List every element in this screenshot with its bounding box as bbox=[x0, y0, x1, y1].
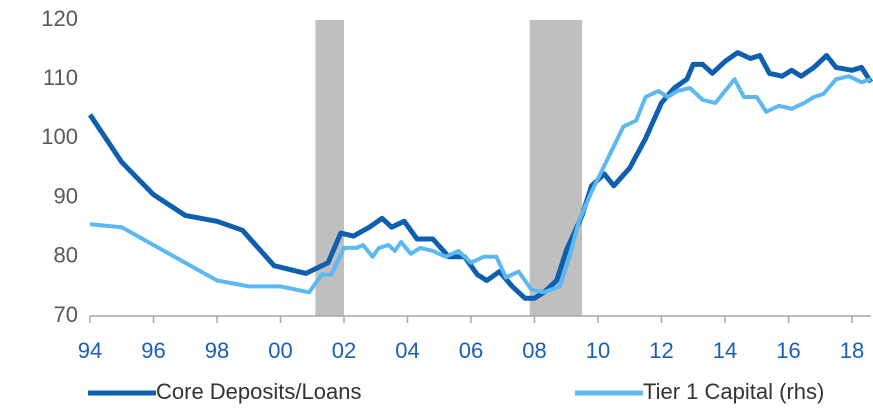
x-tick-label: 06 bbox=[459, 338, 483, 363]
y-tick-label: 120 bbox=[41, 6, 78, 31]
x-tick-label: 04 bbox=[395, 338, 419, 363]
recession-shade bbox=[315, 20, 344, 316]
series-line bbox=[87, 50, 873, 301]
series-line bbox=[89, 74, 872, 295]
x-tick-label: 12 bbox=[649, 338, 673, 363]
legend-label: Tier 1 Capital (rhs) bbox=[643, 379, 824, 404]
x-tick-label: 10 bbox=[586, 338, 610, 363]
x-tick-label: 94 bbox=[78, 338, 102, 363]
x-tick-label: 14 bbox=[713, 338, 737, 363]
x-tick-label: 98 bbox=[205, 338, 229, 363]
y-tick-label: 80 bbox=[54, 243, 78, 268]
y-tick-label: 90 bbox=[54, 183, 78, 208]
x-tick-label: 18 bbox=[840, 338, 864, 363]
legend-label: Core Deposits/Loans bbox=[156, 379, 361, 404]
x-tick-label: 16 bbox=[776, 338, 800, 363]
y-tick-label: 110 bbox=[43, 65, 78, 90]
x-tick-label: 08 bbox=[522, 338, 546, 363]
x-tick-label: 00 bbox=[268, 338, 292, 363]
x-tick-label: 02 bbox=[332, 338, 356, 363]
recession-shade bbox=[529, 20, 583, 316]
y-tick-label: 100 bbox=[41, 124, 78, 149]
x-tick-label: 96 bbox=[141, 338, 165, 363]
y-tick-label: 70 bbox=[54, 302, 78, 327]
